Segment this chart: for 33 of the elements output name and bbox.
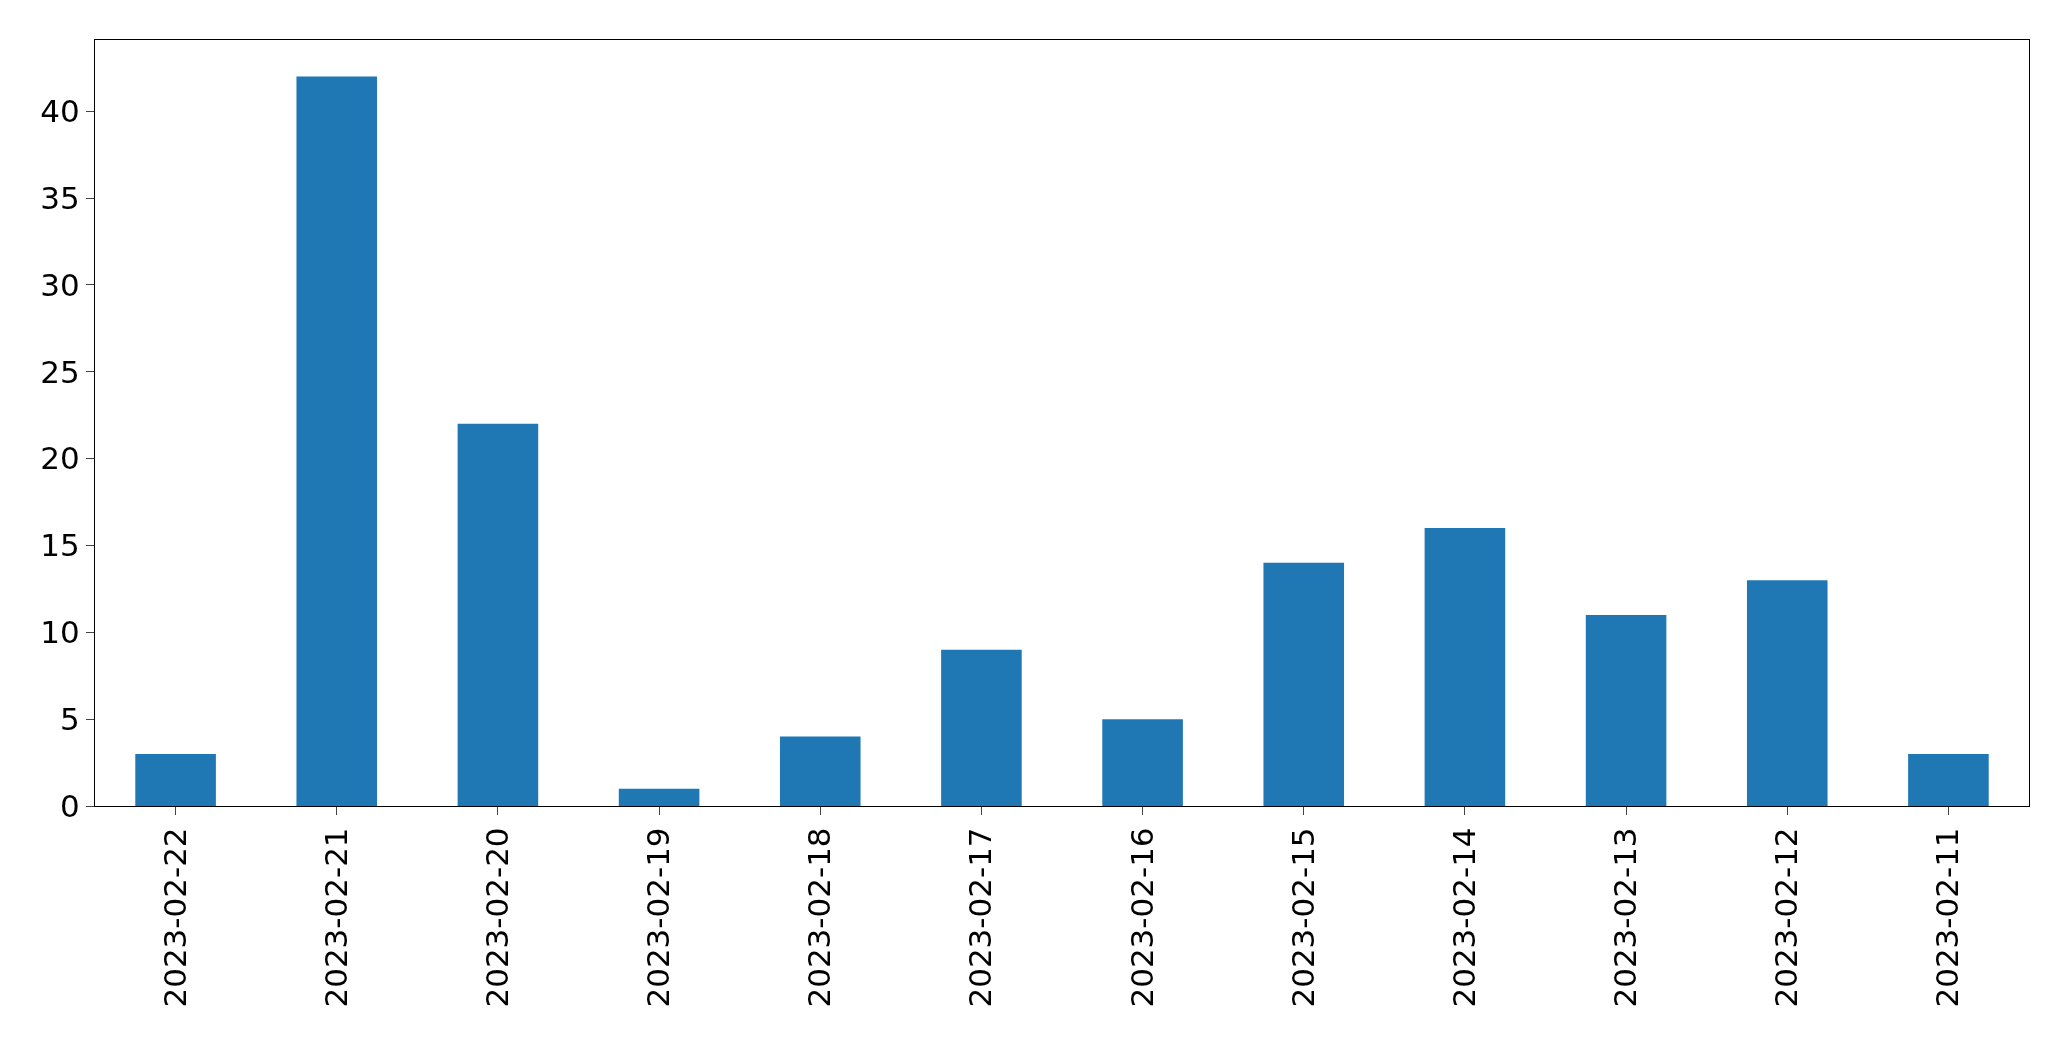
- x-tick-label: 2023-02-19: [640, 827, 677, 1008]
- bar: [1908, 753, 1989, 806]
- y-tick-label: 0: [60, 787, 80, 824]
- y-tick-label: 25: [40, 353, 80, 390]
- x-tick-label: 2023-02-15: [1284, 827, 1321, 1008]
- bar: [1424, 528, 1506, 806]
- bar: [457, 423, 539, 806]
- bar: [1585, 614, 1667, 806]
- x-tick-label: 2023-02-17: [962, 827, 999, 1008]
- y-tick-label: 10: [40, 614, 80, 651]
- bar: [1746, 580, 1828, 806]
- bar: [779, 736, 861, 806]
- x-tick-label: 2023-02-11: [1929, 827, 1966, 1008]
- bar: [1263, 562, 1345, 806]
- x-tick-label: 2023-02-18: [801, 827, 838, 1008]
- y-tick-label: 20: [40, 440, 80, 477]
- x-tick-label: 2023-02-14: [1445, 827, 1482, 1008]
- bar: [135, 753, 216, 806]
- bar: [618, 788, 700, 806]
- x-tick-label: 2023-02-16: [1123, 827, 1160, 1008]
- y-tick-label: 5: [60, 701, 80, 737]
- bar: [296, 76, 378, 806]
- y-tick-label: 40: [40, 93, 80, 130]
- bar: [1102, 719, 1183, 806]
- y-tick-label: 35: [40, 179, 80, 216]
- x-tick-label: 2023-02-21: [317, 827, 354, 1008]
- x-tick-label: 2023-02-13: [1607, 827, 1644, 1008]
- x-tick-label: 2023-02-20: [479, 827, 515, 1008]
- x-tick-label: 2023-02-12: [1768, 827, 1805, 1008]
- bar: [941, 649, 1022, 806]
- x-tick-label: 2023-02-22: [156, 827, 193, 1008]
- y-tick-label: 15: [40, 527, 80, 564]
- y-tick-label: 30: [40, 266, 80, 303]
